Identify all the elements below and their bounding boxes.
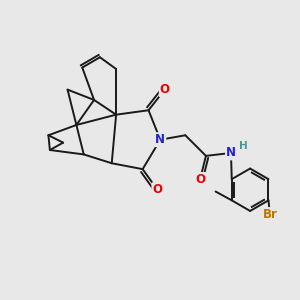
Text: O: O bbox=[152, 183, 162, 196]
Text: N: N bbox=[226, 146, 236, 159]
Text: O: O bbox=[195, 173, 205, 186]
Text: N: N bbox=[155, 133, 165, 146]
Text: Br: Br bbox=[262, 208, 278, 221]
Text: H: H bbox=[239, 142, 248, 152]
Text: O: O bbox=[160, 83, 170, 96]
